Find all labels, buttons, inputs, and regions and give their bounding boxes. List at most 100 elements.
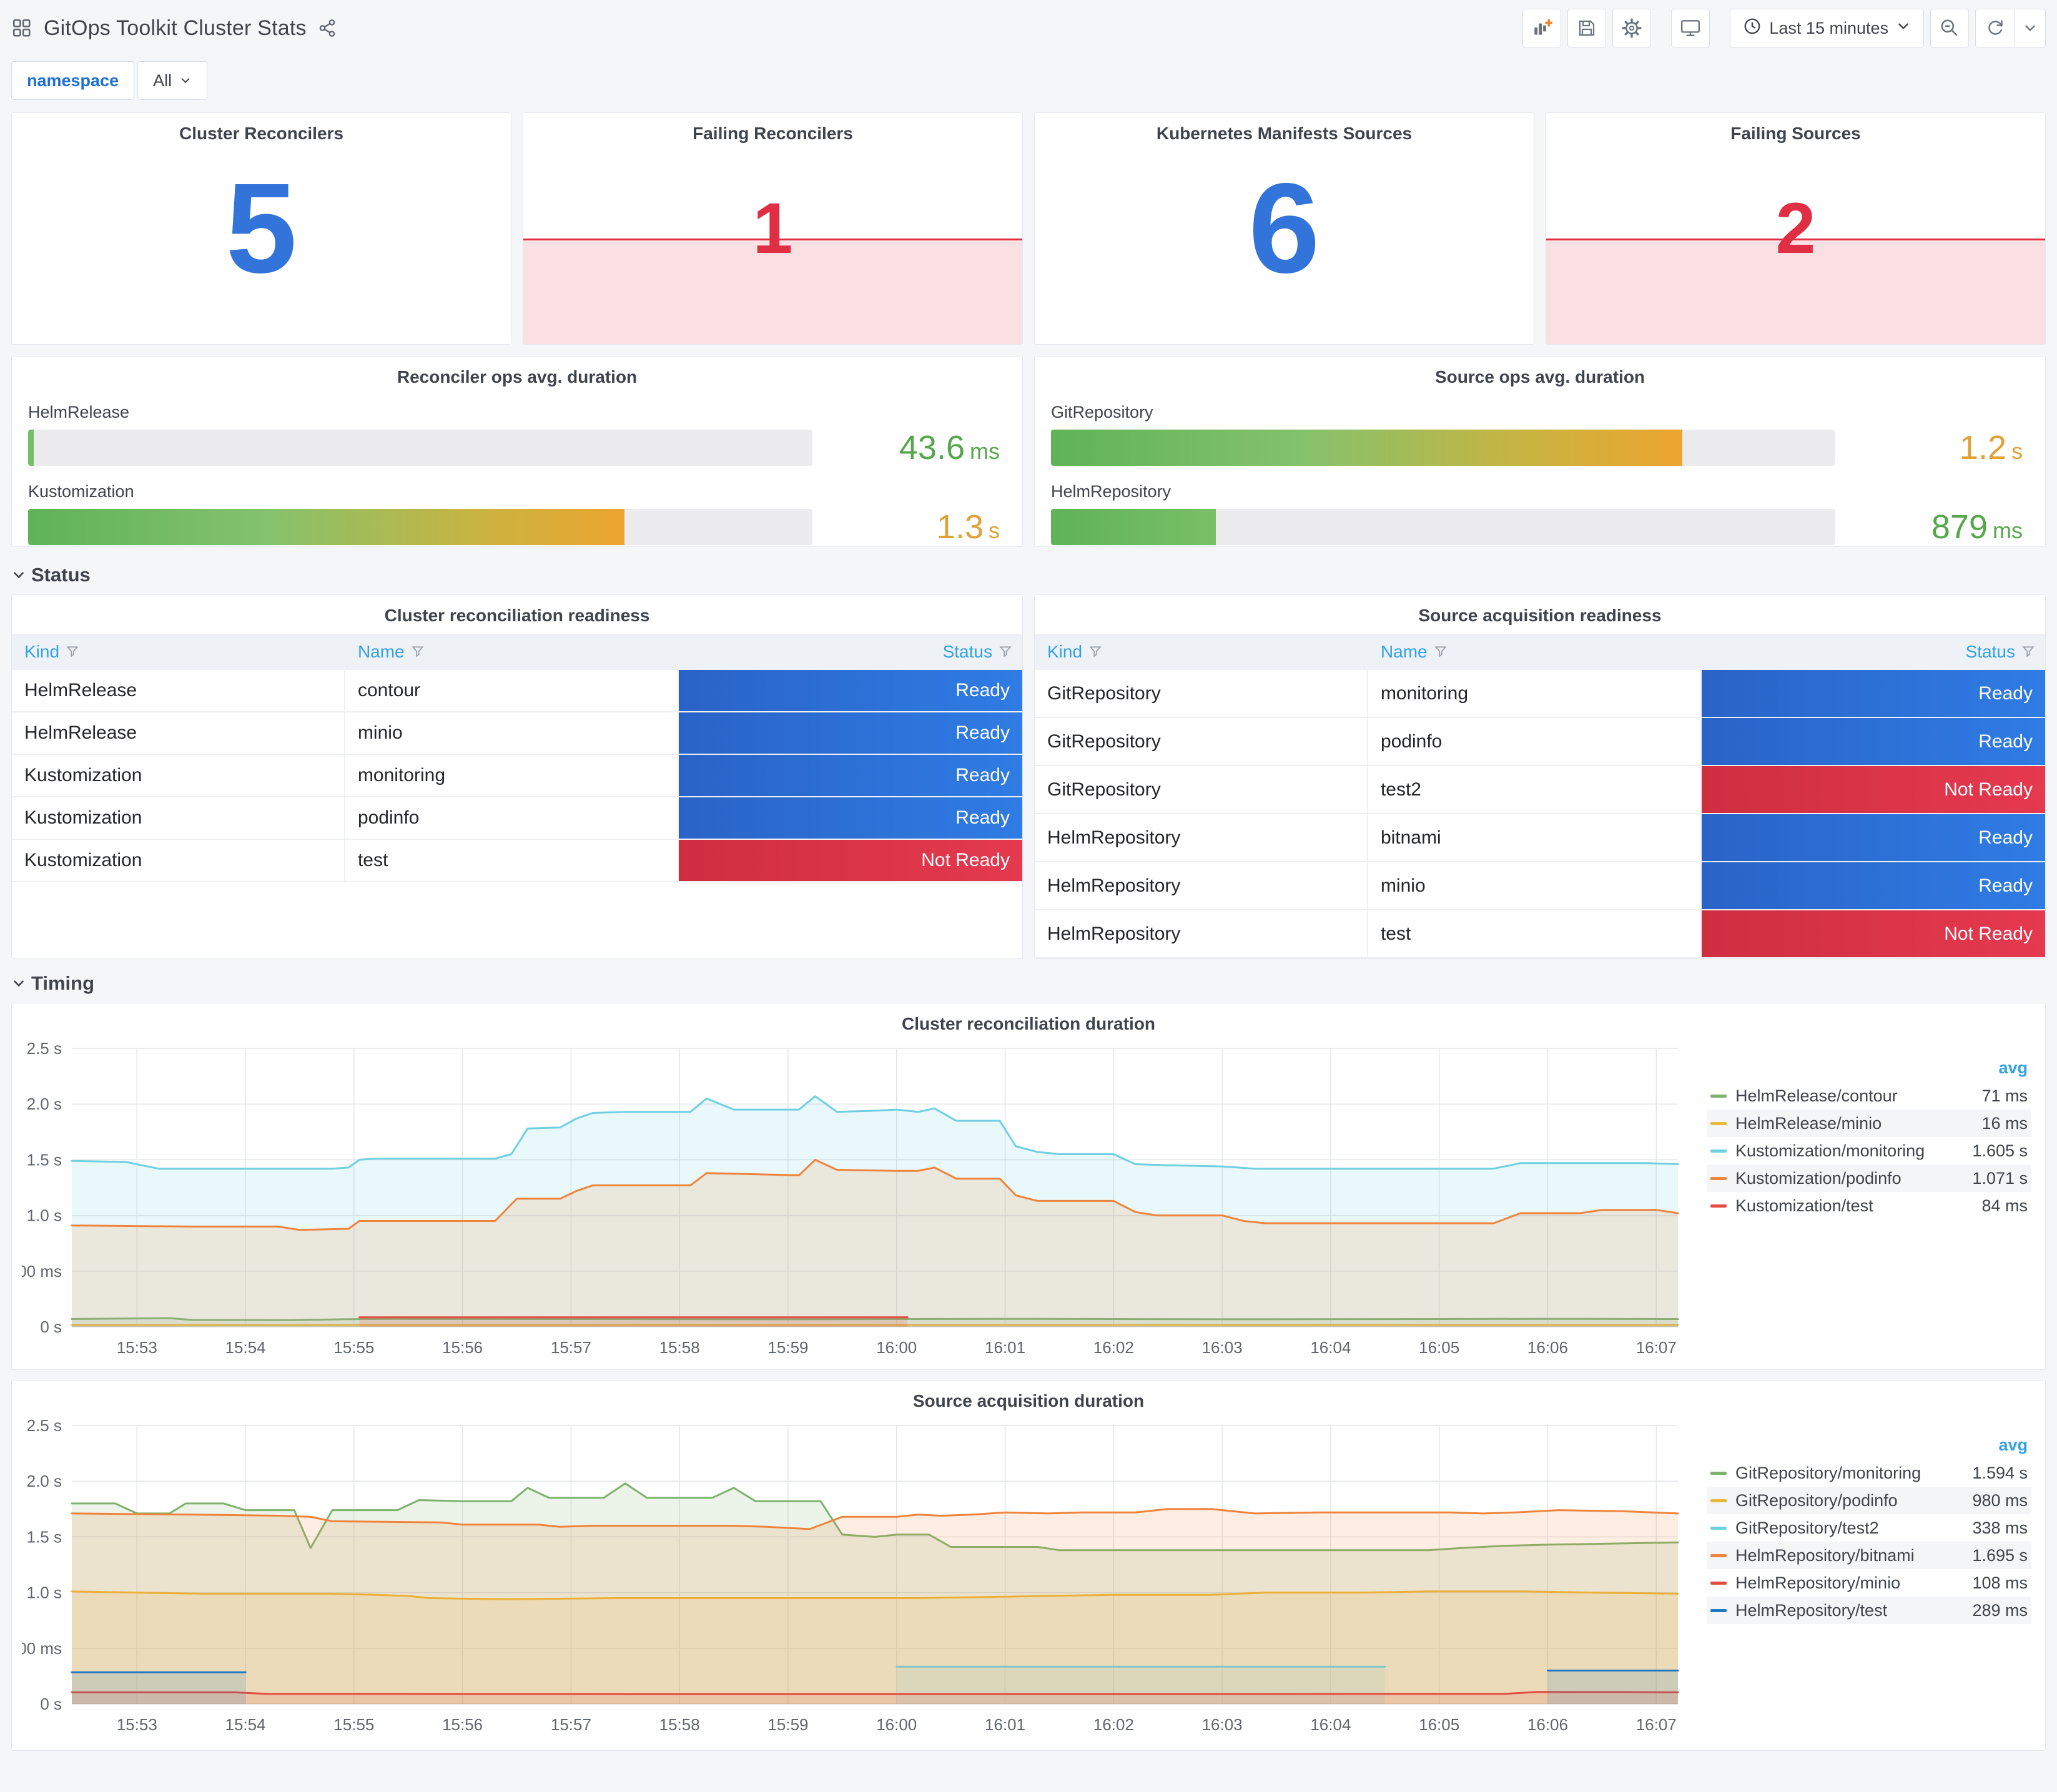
chevron-down-icon: [181, 78, 190, 84]
gauge-panels-row: Reconciler ops avg. duration HelmRelease…: [11, 356, 2046, 547]
panel-title[interactable]: Source ops avg. duration: [1434, 367, 1645, 386]
legend-item[interactable]: Kustomization/test 84 ms: [1707, 1192, 2031, 1219]
series-name: GitRepository/podinfo: [1735, 1490, 1898, 1510]
stat-panels-row: Cluster Reconcilers 5 Failing Reconciler…: [11, 112, 2046, 345]
panel-title[interactable]: Kubernetes Manifests Sources: [1156, 124, 1413, 143]
chevron-down-icon: [14, 980, 24, 987]
series-avg-value: 84 ms: [1981, 1196, 2028, 1215]
legend-item[interactable]: HelmRelease/minio 16 ms: [1707, 1110, 2031, 1137]
settings-gear-icon[interactable]: [1612, 9, 1652, 47]
filter-funnel-icon[interactable]: [1088, 645, 1102, 659]
chart-panels: Cluster reconciliation duration 15:53 15:…: [11, 1003, 2046, 1751]
filter-funnel-icon[interactable]: [66, 645, 79, 659]
legend-item[interactable]: GitRepository/podinfo 980 ms: [1707, 1487, 2031, 1514]
series-color-swatch: [1710, 1094, 1727, 1098]
gauge-panel: Source ops avg. duration GitRepository 1…: [1034, 356, 2046, 547]
refresh-interval-chevron-icon[interactable]: [2015, 9, 2045, 47]
tv-mode-button[interactable]: [1671, 9, 1710, 47]
section-timing[interactable]: Timing: [11, 969, 2046, 998]
legend-item[interactable]: Kustomization/monitoring 1.605 s: [1707, 1137, 2031, 1164]
series-color-swatch: [1710, 1499, 1727, 1502]
series-name: GitRepository/monitoring: [1735, 1463, 1921, 1482]
time-range-picker[interactable]: Last 15 minutes: [1730, 9, 1924, 47]
column-header-status[interactable]: Status: [679, 642, 1022, 662]
svg-text:16:04: 16:04: [1310, 1338, 1351, 1357]
gauge-fill: [1051, 509, 1216, 545]
legend-item[interactable]: Kustomization/podinfo 1.071 s: [1707, 1164, 2031, 1192]
panel-title[interactable]: Failing Reconcilers: [693, 124, 853, 143]
timeseries-panel: Source acquisition duration 15:53 15:54 15…: [11, 1380, 2046, 1751]
cell-name: monitoring: [1368, 670, 1702, 717]
legend-avg-header[interactable]: avg: [1998, 1435, 2028, 1454]
panel-title[interactable]: Failing Sources: [1730, 124, 1861, 143]
filter-funnel-icon[interactable]: [411, 645, 425, 659]
legend-avg-header[interactable]: avg: [1998, 1058, 2028, 1077]
timeseries-panel: Cluster reconciliation duration 15:53 15:…: [11, 1003, 2046, 1370]
cell-status: Ready: [678, 712, 1022, 754]
panel-title[interactable]: Cluster reconciliation duration: [901, 1014, 1156, 1033]
panel-title[interactable]: Cluster reconciliation readiness: [384, 606, 650, 625]
series-color-swatch: [1710, 1608, 1727, 1612]
namespace-filter-value-text: All: [153, 71, 172, 90]
column-header-name[interactable]: Name: [1368, 642, 1702, 662]
filter-funnel-icon[interactable]: [999, 645, 1012, 659]
gauge-row: HelmRepository 879 ms: [1051, 482, 2029, 546]
filter-funnel-icon[interactable]: [2021, 645, 2035, 659]
legend-item[interactable]: GitRepository/test2 338 ms: [1707, 1514, 2031, 1542]
cell-status: Ready: [678, 797, 1022, 839]
column-header-status[interactable]: Status: [1702, 642, 2045, 662]
stat-panel: Kubernetes Manifests Sources 6: [1034, 112, 1534, 345]
stat-value: 1: [752, 189, 793, 268]
cell-kind: HelmRepository: [1035, 814, 1368, 861]
namespace-filter-label-text: namespace: [27, 71, 119, 90]
column-header-kind[interactable]: Kind: [1035, 642, 1368, 662]
page-title[interactable]: GitOps Toolkit Cluster Stats: [44, 16, 307, 40]
panel-title[interactable]: Source acquisition duration: [912, 1391, 1145, 1410]
zoom-out-button[interactable]: [1930, 9, 1969, 47]
top-bar: GitOps Toolkit Cluster Stats Last 15 min…: [11, 9, 2046, 47]
svg-text:15:57: 15:57: [551, 1338, 591, 1357]
timeseries-plot[interactable]: 15:53 15:54 15:55 15:56 15:57 15:58 15:59 16:00…: [22, 1410, 1708, 1748]
svg-text:15:59: 15:59: [767, 1338, 808, 1357]
legend-item[interactable]: HelmRepository/test 289 ms: [1707, 1597, 2031, 1624]
gauge-track: [1051, 509, 1835, 545]
time-range-label: Last 15 minutes: [1769, 18, 1888, 37]
legend-item[interactable]: HelmRepository/bitnami 1.695 s: [1707, 1542, 2031, 1569]
series-color-swatch: [1710, 1471, 1727, 1475]
svg-text:16:00: 16:00: [876, 1715, 917, 1734]
stat-alert-fill: [1546, 238, 2045, 344]
table-row: Kustomization test Not Ready: [12, 840, 1022, 882]
gauge-label: Kustomization: [28, 482, 134, 501]
share-icon[interactable]: [318, 19, 337, 37]
cell-kind: GitRepository: [1035, 670, 1368, 717]
legend-item[interactable]: GitRepository/monitoring 1.594 s: [1707, 1459, 2031, 1487]
panel-title[interactable]: Cluster Reconcilers: [179, 124, 343, 143]
column-header-name[interactable]: Name: [345, 642, 679, 662]
filter-funnel-icon[interactable]: [1434, 645, 1448, 659]
timeseries-plot[interactable]: 15:53 15:54 15:55 15:56 15:57 15:58 15:59 16:00…: [22, 1033, 1708, 1371]
cell-kind: HelmRepository: [1035, 910, 1368, 957]
column-header-kind[interactable]: Kind: [12, 642, 345, 662]
add-panel-button[interactable]: [1522, 9, 1562, 47]
namespace-filter-label[interactable]: namespace: [11, 61, 135, 100]
cell-name: monitoring: [345, 755, 679, 796]
apps-grid-icon[interactable]: [11, 17, 32, 39]
refresh-icon[interactable]: [1976, 9, 2015, 47]
table-row: Kustomization podinfo Ready: [12, 797, 1022, 840]
legend-item[interactable]: HelmRelease/contour 71 ms: [1707, 1082, 2031, 1110]
gauge-fill: [1051, 430, 1683, 466]
section-status[interactable]: Status: [11, 561, 2046, 589]
panel-title[interactable]: Reconciler ops avg. duration: [397, 367, 638, 386]
save-button[interactable]: [1567, 9, 1607, 47]
variables-row: namespace All: [11, 61, 2046, 100]
panel-title[interactable]: Source acquisition readiness: [1418, 606, 1662, 625]
series-name: HelmRepository/test: [1735, 1600, 1888, 1620]
gauge-row: Kustomization 1.3 s: [28, 482, 1006, 546]
namespace-filter-value[interactable]: All: [137, 61, 208, 100]
svg-text:16:05: 16:05: [1419, 1338, 1459, 1357]
legend-item[interactable]: HelmRepository/minio 108 ms: [1707, 1569, 2031, 1597]
table-header: Kind Name Status: [12, 634, 1022, 670]
table-row: GitRepository test2 Not Ready: [1035, 766, 2045, 814]
cell-name: contour: [345, 670, 679, 711]
cell-name: test: [345, 840, 679, 881]
